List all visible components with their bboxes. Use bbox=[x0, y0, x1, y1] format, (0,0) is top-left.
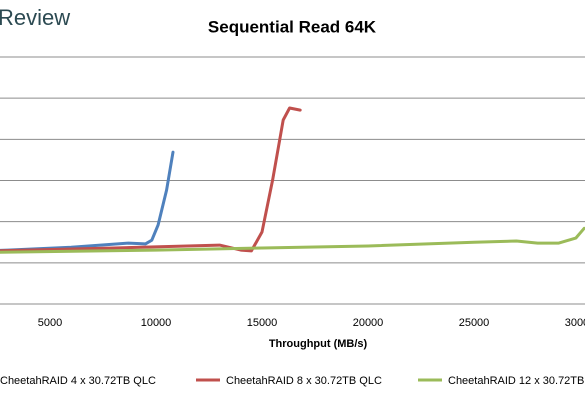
x-tick-label: 5000 bbox=[38, 317, 62, 329]
x-axis-label: Throughput (MB/s) bbox=[269, 338, 368, 350]
x-tick-label: 30000 bbox=[565, 317, 585, 329]
x-tick-label: 15000 bbox=[247, 317, 278, 329]
series-line bbox=[0, 106, 302, 253]
series-line bbox=[0, 150, 175, 252]
x-tick-label: 10000 bbox=[141, 317, 172, 329]
x-tick-label: 25000 bbox=[459, 317, 490, 329]
logo: Review bbox=[0, 5, 70, 30]
legend-label: CheetahRAID 8 x 30.72TB QLC bbox=[226, 375, 382, 387]
series-line bbox=[0, 226, 585, 254]
legend-label: CheetahRAID 4 x 30.72TB QLC bbox=[0, 375, 156, 387]
x-tick-label: 20000 bbox=[353, 317, 384, 329]
legend-label: CheetahRAID 12 x 30.72TB QLC bbox=[448, 375, 585, 387]
chart-title: Sequential Read 64K bbox=[208, 17, 377, 36]
